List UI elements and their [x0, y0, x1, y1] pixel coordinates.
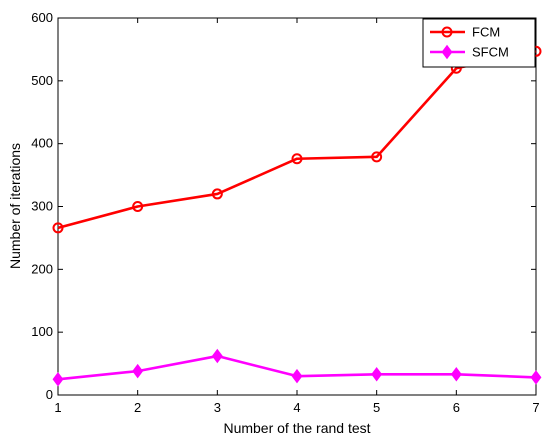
x-tick-label: 4 [293, 400, 300, 415]
data-point-fcm [371, 151, 383, 163]
y-tick-label: 500 [31, 73, 53, 88]
series-line-fcm [57, 50, 537, 230]
data-point-fcm [211, 188, 223, 200]
series-fcm [52, 45, 542, 234]
legend: FCM SFCM [422, 18, 536, 68]
x-axis: 1 2 3 4 5 6 7 [54, 18, 540, 415]
y-tick-label: 200 [31, 261, 53, 276]
x-tick-label: 7 [532, 400, 539, 415]
x-tick-label: 1 [54, 400, 61, 415]
series-layer [52, 45, 542, 387]
x-tick-label: 6 [453, 400, 460, 415]
y-axis: 0 100 200 300 400 500 600 [31, 10, 536, 402]
y-tick-label: 100 [31, 324, 53, 339]
plot-area [57, 17, 537, 396]
y-tick-label: 400 [31, 136, 53, 151]
data-point-sfcm [211, 348, 223, 364]
data-point-sfcm [132, 363, 144, 379]
legend-marker-sfcm [441, 44, 453, 60]
x-tick-label: 5 [373, 400, 380, 415]
y-tick-label: 0 [46, 387, 53, 402]
legend-label-sfcm: SFCM [472, 45, 509, 60]
y-tick-label: 300 [31, 199, 53, 214]
series-sfcm [52, 348, 542, 387]
data-point-sfcm [52, 372, 64, 387]
x-tick-label: 3 [214, 400, 221, 415]
data-point-fcm [291, 153, 303, 165]
y-tick-label: 600 [31, 10, 53, 25]
data-point-sfcm [291, 368, 303, 384]
data-point-fcm [132, 201, 144, 212]
legend-box [422, 18, 536, 68]
data-point-fcm [52, 222, 64, 234]
legend-label-fcm: FCM [472, 25, 500, 40]
data-point-sfcm [371, 367, 383, 382]
data-point-sfcm [450, 367, 462, 382]
data-point-sfcm [530, 370, 542, 385]
y-axis-title: Number of iterations [7, 143, 23, 269]
legend-marker-fcm [441, 26, 453, 38]
x-tick-label: 2 [134, 400, 141, 415]
x-axis-title: Number of the rand test [223, 420, 370, 436]
